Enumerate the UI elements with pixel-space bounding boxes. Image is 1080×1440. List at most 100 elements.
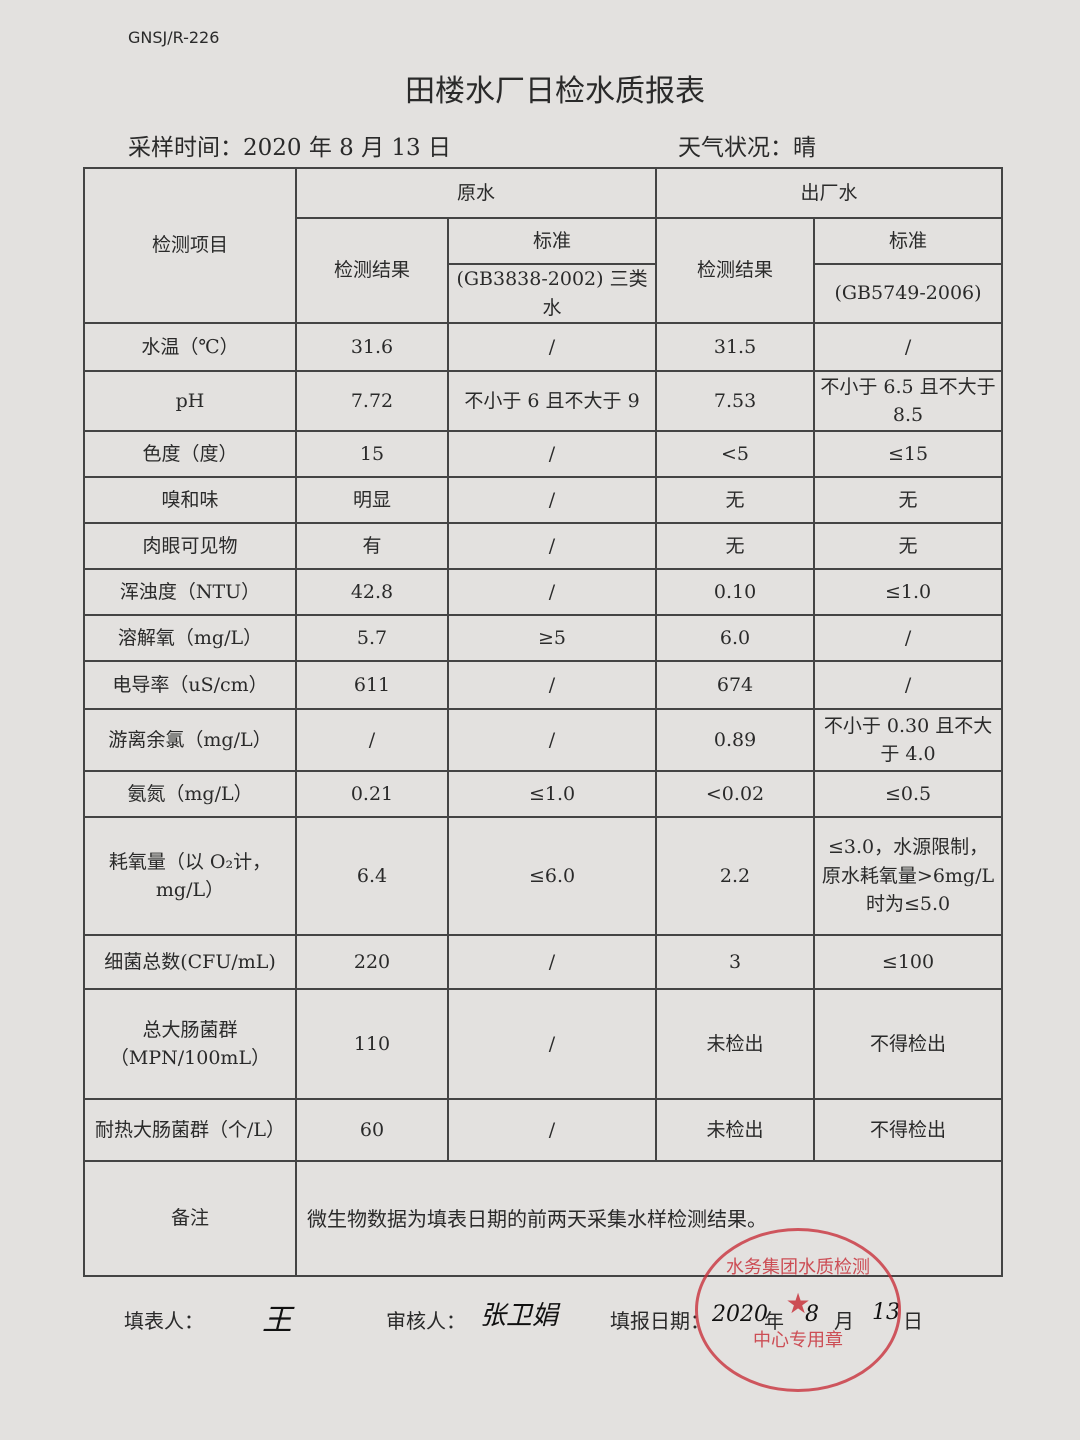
cell-raw-std: /: [446, 934, 658, 990]
cell-item: 浑浊度（NTU）: [83, 568, 297, 616]
cell-raw: 明显: [295, 476, 449, 524]
cell-item: 游离余氯（mg/L）: [83, 708, 297, 772]
cell-item: 耗氧量（以 O₂计，mg/L）: [83, 816, 297, 936]
remark-text: 微生物数据为填表日期的前两天采集水样检测结果。: [294, 1160, 1004, 1277]
cell-out-std: 不得检出: [813, 988, 1004, 1100]
table-row: 电导率（uS/cm） 611/674/: [83, 660, 1004, 710]
cell-out: 0.89: [655, 708, 816, 772]
stamp-text-bottom: 中心专用章: [753, 1330, 843, 1351]
cell-raw-std: /: [446, 476, 658, 524]
date-label: 填报日期：: [610, 1309, 710, 1333]
table-row: 耗氧量（以 O₂计，mg/L） 6.4 ≤6.0 2.2 ≤3.0，水源限制，原水耗氧量…: [83, 816, 1004, 936]
table-row: 氨氮（mg/L） 0.21 ≤1.0 <0.02 ≤0.5: [83, 770, 1004, 818]
cell-out-std: /: [813, 614, 1004, 662]
day-unit: 日: [903, 1309, 923, 1333]
header-out-standard: 标准: [813, 217, 1004, 265]
cell-out: <5: [655, 430, 816, 478]
cell-item: pH: [83, 370, 297, 432]
cell-raw-std: ≤1.0: [446, 770, 658, 818]
table-row: 色度（度） 15/<5 ≤15: [83, 430, 1004, 478]
cell-out-std: ≤3.0，水源限制，原水耗氧量>6mg/L 时为≤5.0: [813, 816, 1004, 936]
cell-out: 无: [655, 522, 816, 570]
water-quality-table: 检测项目 原水 出厂水 检测结果 标准 检测结果 标准 (GB3838-2002…: [83, 167, 1004, 1277]
table-row: 浑浊度（NTU） 42.8/0.10 ≤1.0: [83, 568, 1004, 616]
cell-item: 肉眼可见物: [83, 522, 297, 570]
sampling-time: 采样时间：2020 年 8 月 13 日: [128, 135, 451, 161]
cell-item: 电导率（uS/cm）: [83, 660, 297, 710]
header-out: 出厂水: [655, 167, 1004, 219]
table-row: 水温（℃） 31.6/31.5/: [83, 322, 1004, 372]
cell-raw: 220: [295, 934, 449, 990]
cell-raw: 42.8: [295, 568, 449, 616]
table-row: 肉眼可见物有 / 无无: [83, 522, 1004, 570]
cell-raw-std: /: [446, 322, 658, 372]
cell-out: 3: [655, 934, 816, 990]
table-row: 耐热大肠菌群（个/L） 60/未检出 不得检出: [83, 1098, 1004, 1162]
header-raw-std-code: (GB3838-2002) 三类水: [446, 263, 658, 324]
cell-out: 674: [655, 660, 816, 710]
cell-out: 未检出: [655, 988, 816, 1100]
cell-raw-std: 不小于 6 且不大于 9: [446, 370, 658, 432]
cell-out: 2.2: [655, 816, 816, 936]
cell-item: 嗅和味: [83, 476, 297, 524]
document-code: GNSJ/R-226: [128, 28, 220, 47]
cell-item: 水温（℃）: [83, 322, 297, 372]
cell-raw-std: ≤6.0: [446, 816, 658, 936]
cell-out-std: 不小于 0.30 且不大于 4.0: [813, 708, 1004, 772]
official-stamp: 水务集团水质检测 ★ 中心专用章: [695, 1228, 901, 1392]
cell-out: 0.10: [655, 568, 816, 616]
cell-raw: 60: [295, 1098, 449, 1162]
filler-signature: 王: [262, 1303, 292, 1338]
cell-raw-std: ≥5: [446, 614, 658, 662]
cell-raw-std: /: [446, 1098, 658, 1162]
cell-item: 溶解氧（mg/L）: [83, 614, 297, 662]
cell-item: 氨氮（mg/L）: [83, 770, 297, 818]
cell-raw-std: /: [446, 660, 658, 710]
stamp-text-top: 水务集团水质检测: [726, 1257, 870, 1278]
page-title: 田楼水厂日检水质报表: [405, 74, 705, 109]
cell-out-std: ≤1.0: [813, 568, 1004, 616]
cell-raw: 6.4: [295, 816, 449, 936]
cell-out-std: 不得检出: [813, 1098, 1004, 1162]
cell-out-std: ≤0.5: [813, 770, 1004, 818]
cell-out: 31.5: [655, 322, 816, 372]
cell-raw: 5.7: [295, 614, 449, 662]
cell-out-std: 无: [813, 522, 1004, 570]
cell-raw: 7.72: [295, 370, 449, 432]
cell-out-std: ≤15: [813, 430, 1004, 478]
header-out-std-code: (GB5749-2006): [813, 263, 1004, 324]
cell-item: 总大肠菌群（MPN/100mL）: [83, 988, 297, 1100]
cell-out: 无: [655, 476, 816, 524]
table-row: pH 7.72 不小于 6 且不大于 9 7.53 不小于 6.5 且不大于 8.5: [83, 370, 1004, 432]
cell-raw: 31.6: [295, 322, 449, 372]
cell-out: 7.53: [655, 370, 816, 432]
cell-out: <0.02: [655, 770, 816, 818]
cell-out: 6.0: [655, 614, 816, 662]
cell-out-std: 无: [813, 476, 1004, 524]
reviewer-signature: 张卫娟: [480, 1301, 559, 1331]
header-raw: 原水: [294, 167, 658, 219]
cell-out-std: ≤100: [813, 934, 1004, 990]
cell-item: 色度（度）: [83, 430, 297, 478]
table-row: 总大肠菌群（MPN/100mL） 110/未检出 不得检出: [83, 988, 1004, 1100]
remark-label: 备注: [83, 1160, 297, 1277]
header-item: 检测项目: [83, 167, 297, 324]
cell-out-std: 不小于 6.5 且不大于 8.5: [813, 370, 1004, 432]
table-row: 嗅和味 明显 / 无无: [83, 476, 1004, 524]
filler-label: 填表人：: [124, 1309, 204, 1333]
table-row: 游离余氯（mg/L） //0.89 不小于 0.30 且不大于 4.0: [83, 708, 1004, 772]
cell-out-std: /: [813, 660, 1004, 710]
cell-raw-std: /: [446, 430, 658, 478]
cell-raw: 0.21: [295, 770, 449, 818]
cell-raw: 611: [295, 660, 449, 710]
cell-raw: 110: [295, 988, 449, 1100]
table-row: 细菌总数(CFU/mL) 220/3 ≤100: [83, 934, 1004, 990]
star-icon: ★: [785, 1287, 811, 1320]
header-raw-standard: 标准: [446, 217, 658, 265]
cell-raw: 有: [295, 522, 449, 570]
weather: 天气状况：晴: [678, 135, 816, 161]
cell-raw: /: [295, 708, 449, 772]
cell-raw-std: /: [446, 522, 658, 570]
reviewer-label: 审核人：: [386, 1309, 466, 1333]
cell-item: 耐热大肠菌群（个/L）: [83, 1098, 297, 1162]
